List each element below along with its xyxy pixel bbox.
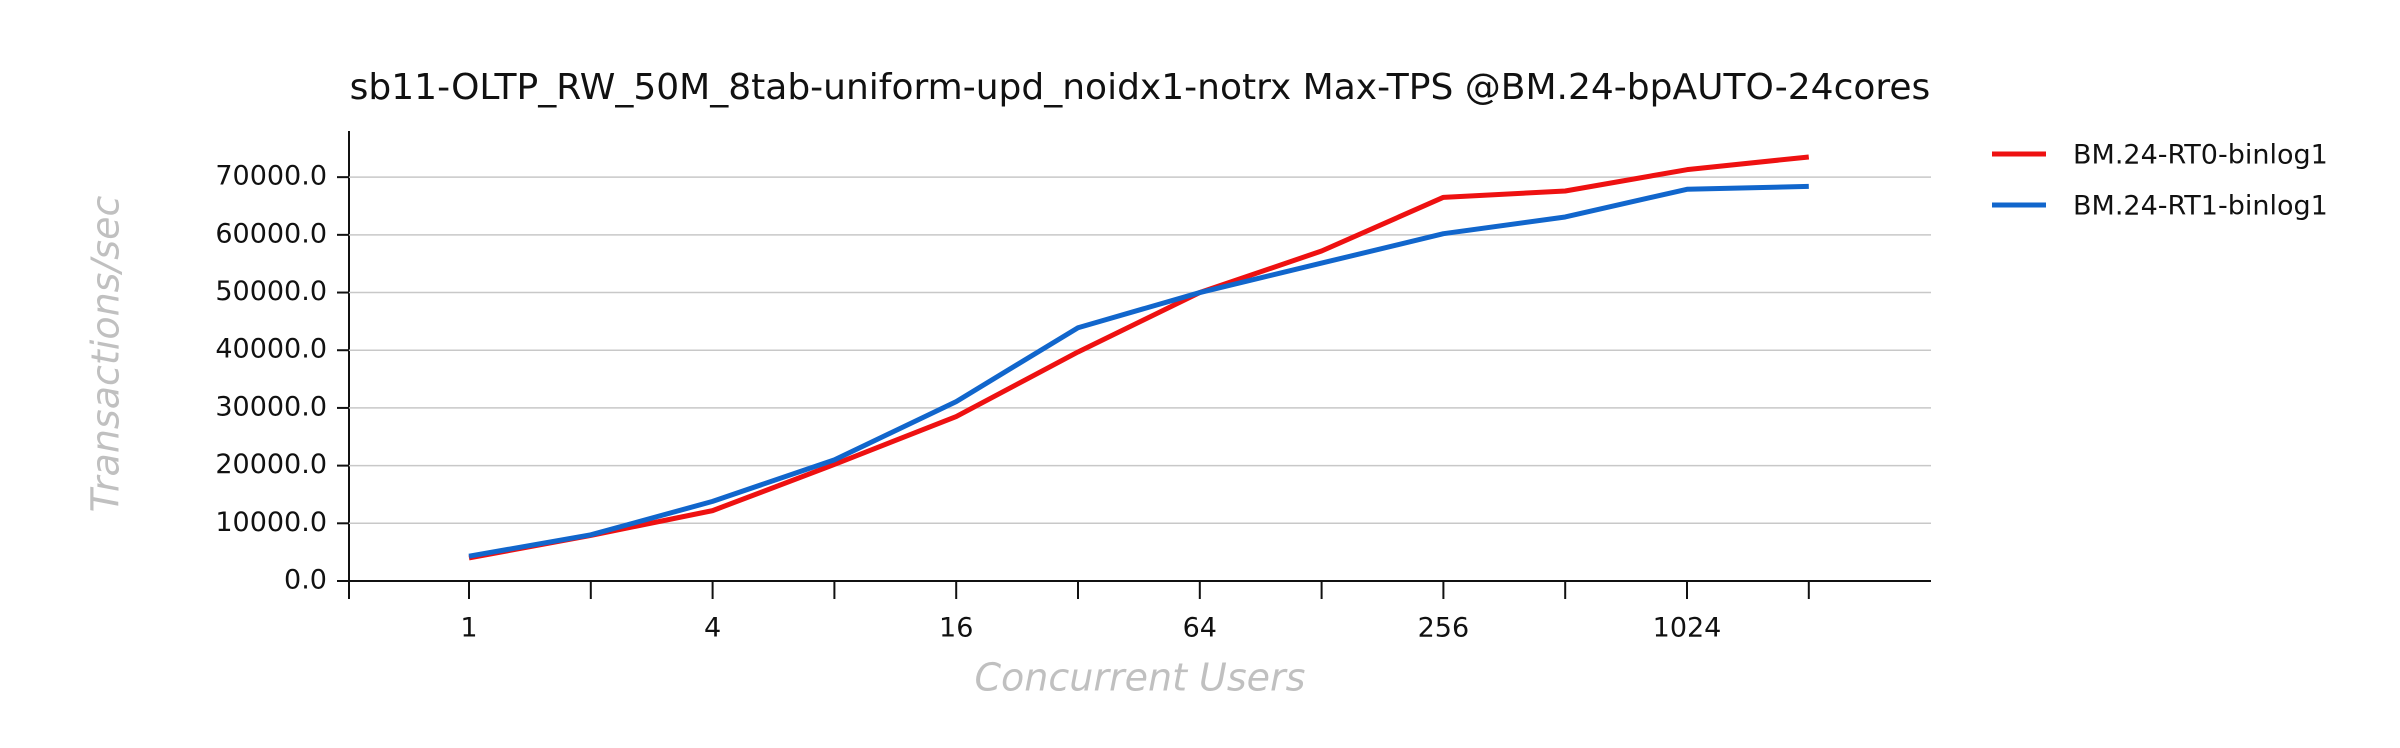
- y-axis-label: Transactions/sec: [84, 196, 128, 513]
- y-tick-label: 70000.0: [215, 161, 327, 192]
- legend-label: BM.24-RT0-binlog1: [2073, 140, 2328, 171]
- y-tick-label: 30000.0: [215, 391, 327, 422]
- x-axis-label: Concurrent Users: [975, 656, 1306, 700]
- y-tick-label: 40000.0: [215, 334, 327, 365]
- x-tick-label: 4: [704, 613, 721, 644]
- y-tick-label: 0.0: [284, 565, 327, 596]
- x-tick-label: 64: [1183, 613, 1217, 644]
- y-tick-label: 60000.0: [215, 218, 327, 249]
- legend-label: BM.24-RT1-binlog1: [2073, 191, 2328, 222]
- x-tick-label: 16: [939, 613, 973, 644]
- series-line: [468, 154, 1810, 561]
- chart-title: sb11-OLTP_RW_50M_8tab-uniform-upd_noidx1…: [350, 67, 1931, 108]
- x-tick-label: 256: [1418, 613, 1470, 644]
- series-line: [468, 183, 1809, 559]
- x-tick-label: 1: [460, 613, 477, 644]
- y-tick-label: 50000.0: [215, 276, 327, 307]
- x-tick-label: 1024: [1653, 613, 1722, 644]
- y-tick-label: 20000.0: [215, 449, 327, 480]
- y-tick-label: 10000.0: [215, 507, 327, 538]
